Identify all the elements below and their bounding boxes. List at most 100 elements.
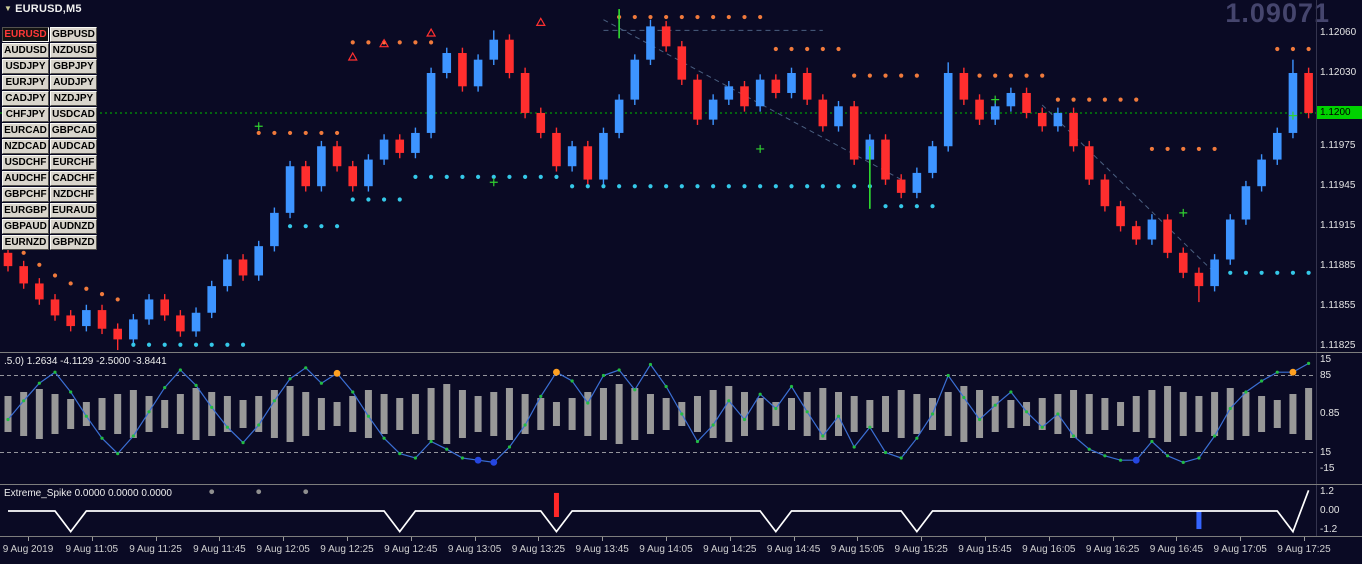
pair-button-eurchf[interactable]: EURCHF (50, 155, 97, 170)
pair-button-audjpy[interactable]: AUDJPY (50, 75, 97, 90)
spike-panel[interactable] (0, 485, 1316, 536)
time-axis-label: 9 Aug 12:05 (256, 544, 310, 555)
oscillator-panel[interactable] (0, 353, 1316, 484)
time-tick (410, 537, 412, 541)
symbol-timeframe-label: EURUSD,M5 (15, 3, 82, 15)
time-tick (347, 537, 348, 541)
time-tick (1304, 537, 1305, 541)
time-axis-label: 9 Aug 13:25 (511, 544, 566, 555)
time-axis-label: 9 Aug 17:05 (1213, 544, 1267, 555)
price-watermark: 1.09071 (1225, 0, 1330, 28)
indicator2-label: Extreme_Spike 0.0000 0.0000 0.0000 (4, 488, 172, 499)
time-axis-label: 9 Aug 11:45 (193, 544, 246, 555)
pair-button-gbpaud[interactable]: GBPAUD (2, 219, 49, 234)
time-axis-label: 9 Aug 16:45 (1149, 544, 1204, 555)
time-tick (155, 537, 157, 541)
time-axis-label: 9 Aug 14:25 (703, 544, 757, 555)
pair-button-cadchf[interactable]: CADCHF (50, 171, 97, 186)
pair-button-nzdjpy[interactable]: NZDJPY (50, 91, 97, 106)
indicator-axis-label: 0.00 (1320, 505, 1340, 516)
pair-button-gbpnzd[interactable]: GBPNZD (50, 235, 97, 250)
indicator-axis-label: 85 (1320, 370, 1332, 381)
time-tick (1240, 537, 1242, 541)
pair-button-chfjpy[interactable]: CHFJPY (2, 107, 49, 122)
time-axis-label: 9 Aug 13:05 (447, 544, 502, 555)
indicator-axis-label: -1.2 (1320, 524, 1338, 535)
time-axis-label: 9 Aug 14:05 (639, 544, 693, 555)
indicator-axis-label: 15 (1320, 354, 1332, 365)
panel-divider[interactable] (0, 484, 1362, 485)
time-tick (793, 537, 795, 541)
pair-button-eurgbp[interactable]: EURGBP (2, 203, 49, 218)
pair-button-gbpusd[interactable]: GBPUSD (50, 27, 97, 42)
pair-button-usdchf[interactable]: USDCHF (2, 155, 49, 170)
axis-divider (1316, 0, 1317, 536)
time-axis-label: 9 Aug 15:45 (958, 544, 1012, 555)
pair-button-eurcad[interactable]: EURCAD (2, 123, 49, 138)
time-tick (219, 537, 221, 541)
time-tick (729, 537, 731, 541)
chart-title: ▼ EURUSD,M5 (4, 3, 82, 15)
time-axis-label: 9 Aug 12:45 (384, 544, 438, 555)
time-tick (1176, 537, 1178, 541)
price-axis-label: 1.11975 (1320, 140, 1356, 152)
time-axis-label: 9 Aug 14:45 (766, 544, 821, 555)
price-axis-label: 1.11855 (1320, 300, 1356, 312)
pair-button-cadjpy[interactable]: CADJPY (2, 91, 49, 106)
pair-button-gbpjpy[interactable]: GBPJPY (50, 59, 97, 74)
pair-button-audnzd[interactable]: AUDNZD (50, 219, 97, 234)
price-axis-label: 1.11915 (1320, 220, 1356, 232)
time-tick (91, 537, 93, 541)
time-tick (474, 537, 476, 541)
price-axis-label: 1.12030 (1320, 66, 1357, 78)
time-tick (602, 537, 604, 541)
pair-button-usdcad[interactable]: USDCAD (50, 107, 97, 122)
indicator-axis-label: -15 (1320, 463, 1335, 474)
time-axis-label: 9 Aug 16:05 (1022, 544, 1076, 555)
pair-button-usdjpy[interactable]: USDJPY (2, 59, 49, 74)
time-axis-label: 9 Aug 15:05 (830, 544, 885, 555)
pair-button-euraud[interactable]: EURAUD (50, 203, 97, 218)
price-axis[interactable]: 1.1200 1.12060 1.12030 1.11975 1.11945 1.119… (1316, 0, 1362, 536)
pair-button-gbpchf[interactable]: GBPCHF (2, 187, 49, 202)
pair-button-gbpcad[interactable]: GBPCAD (50, 123, 97, 138)
pair-button-nzdchf[interactable]: NZDCHF (50, 187, 97, 202)
current-price-badge: 1.1200 (1317, 105, 1362, 119)
time-axis-label: 9 Aug 15:25 (894, 544, 948, 555)
panel-divider[interactable] (0, 536, 1362, 537)
pair-button-audcad[interactable]: AUDCAD (50, 139, 97, 154)
dropdown-triangle-icon: ▼ (4, 4, 13, 13)
indicator-axis-label: 1.2 (1320, 486, 1334, 497)
price-axis-label: 1.11825 (1320, 340, 1356, 352)
panel-divider[interactable] (0, 352, 1362, 353)
candlestick-chart[interactable] (0, 0, 1316, 352)
pair-button-nzdusd[interactable]: NZDUSD (50, 43, 97, 58)
time-axis-label: 9 Aug 17:25 (1277, 544, 1331, 555)
time-axis-label: 9 Aug 11:25 (129, 544, 182, 555)
time-tick (921, 537, 923, 541)
oscillator-plot[interactable] (0, 353, 1316, 484)
spike-plot[interactable] (0, 485, 1316, 536)
indicator1-label: .5.0) 1.2634 -4.1129 -2.5000 -3.8441 (4, 356, 167, 367)
pair-button-audusd[interactable]: AUDUSD (2, 43, 49, 58)
price-axis-label: 1.11945 (1320, 180, 1356, 192)
time-axis-label: 9 Aug 12:25 (320, 544, 374, 555)
time-tick (283, 537, 285, 541)
price-axis-label: 1.11885 (1320, 260, 1356, 272)
time-tick (28, 537, 29, 541)
time-axis-label: 9 Aug 16:25 (1085, 544, 1140, 555)
time-axis-label: 9 Aug 11:05 (65, 544, 119, 555)
time-tick (1112, 537, 1114, 541)
time-tick (666, 537, 667, 541)
pair-button-eurusd[interactable]: EURUSD (2, 27, 49, 42)
time-tick (985, 537, 986, 541)
price-axis-label: 1.12060 (1320, 27, 1357, 39)
indicator-axis-label: 0.85 (1320, 408, 1340, 419)
pair-button-eurjpy[interactable]: EURJPY (2, 75, 49, 90)
time-axis-label: 9 Aug 2019 (2, 544, 54, 555)
indicator-axis-label: 15 (1320, 447, 1332, 458)
pair-button-nzdcad[interactable]: NZDCAD (2, 139, 49, 154)
time-axis[interactable]: 9 Aug 2019 9 Aug 11:05 9 Aug 11:25 9 Aug 11… (0, 537, 1362, 564)
pair-button-audchf[interactable]: AUDCHF (2, 171, 49, 186)
pair-button-eurnzd[interactable]: EURNZD (2, 235, 49, 250)
